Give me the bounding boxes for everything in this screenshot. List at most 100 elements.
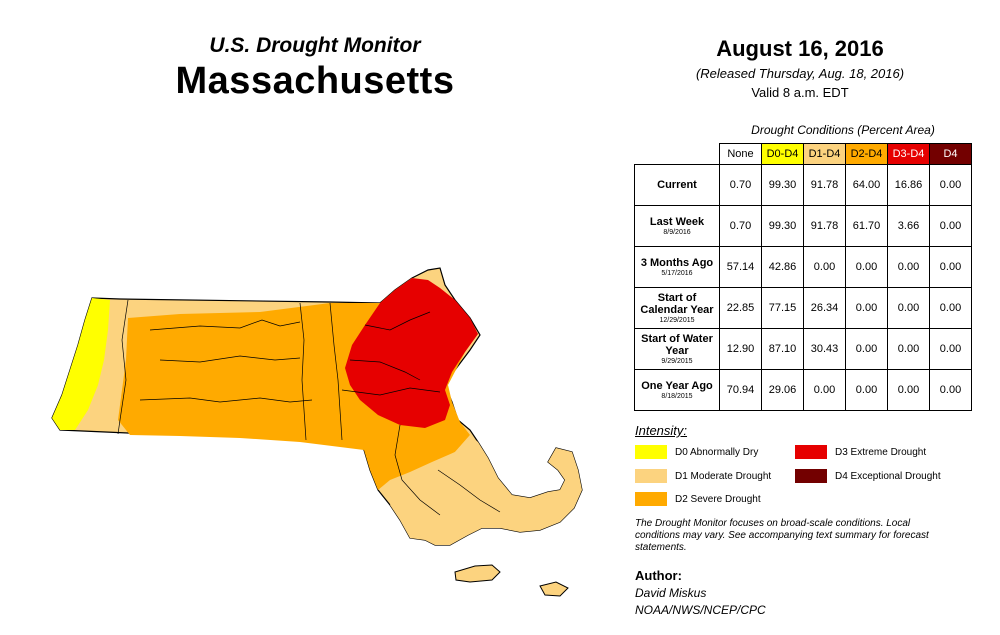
row-title: 3 Months Ago bbox=[640, 256, 714, 269]
row-title: Current bbox=[657, 179, 697, 191]
row-title: Start of Water Year bbox=[641, 332, 713, 357]
table-cell: 0.00 bbox=[803, 369, 846, 411]
col-header-d4: D4 bbox=[929, 143, 972, 165]
table-cell: 0.00 bbox=[929, 328, 972, 370]
legend-label-d2: D2 Severe Drought bbox=[675, 493, 761, 505]
author-organization: NOAA/NWS/NCEP/CPC bbox=[635, 603, 766, 617]
legend-item-d2: D2 Severe Drought bbox=[635, 492, 761, 506]
table-row: 3 Months Ago 5/17/2016 57.14 42.86 0.00 0… bbox=[634, 246, 972, 288]
table-cell: 99.30 bbox=[761, 164, 804, 206]
table-cell: 12.90 bbox=[719, 328, 762, 370]
state-title: Massachusetts bbox=[175, 60, 455, 102]
date-block: August 16, 2016 (Released Thursday, Aug.… bbox=[640, 36, 960, 100]
row-date: 8/9/2016 bbox=[663, 228, 691, 236]
row-title: Start of Calendar Year bbox=[640, 291, 714, 316]
table-row: Start of Water Year 9/29/2015 12.90 87.10… bbox=[634, 328, 972, 370]
row-label: 3 Months Ago 5/17/2016 bbox=[634, 246, 720, 288]
table-cell: 0.00 bbox=[845, 369, 888, 411]
table-cell: 0.00 bbox=[803, 246, 846, 288]
table-caption: Drought Conditions (Percent Area) bbox=[751, 123, 935, 137]
table-cell: 77.15 bbox=[761, 287, 804, 329]
table-corner bbox=[634, 143, 720, 165]
table-cell: 0.00 bbox=[887, 328, 930, 370]
row-title: Last Week bbox=[649, 215, 705, 228]
row-label: Start of Water Year 9/29/2015 bbox=[634, 328, 720, 370]
table-row: Current 0.70 99.30 91.78 64.00 16.86 0.0… bbox=[634, 164, 972, 206]
legend-swatch-d3 bbox=[795, 445, 827, 459]
table-cell: 22.85 bbox=[719, 287, 762, 329]
row-label: Last Week 8/9/2016 bbox=[634, 205, 720, 247]
d0-region bbox=[52, 298, 110, 430]
table-cell: 0.00 bbox=[929, 205, 972, 247]
table-cell: 91.78 bbox=[803, 205, 846, 247]
d3-region bbox=[345, 278, 478, 428]
table-cell: 0.00 bbox=[929, 287, 972, 329]
col-header-d2-d4: D2-D4 bbox=[845, 143, 888, 165]
author-label: Author: bbox=[635, 568, 682, 583]
table-cell: 70.94 bbox=[719, 369, 762, 411]
table-cell: 42.86 bbox=[761, 246, 804, 288]
legend-item-d4: D4 Exceptional Drought bbox=[795, 469, 941, 483]
row-date: 9/29/2015 bbox=[661, 357, 693, 365]
author-name: David Miskus bbox=[635, 586, 707, 600]
d1-cape-region bbox=[390, 435, 582, 545]
table-cell: 29.06 bbox=[761, 369, 804, 411]
table-cell: 0.00 bbox=[845, 328, 888, 370]
row-date: 8/18/2015 bbox=[661, 392, 693, 400]
map-date: August 16, 2016 bbox=[716, 36, 884, 61]
table-cell: 87.10 bbox=[761, 328, 804, 370]
table-cell: 64.00 bbox=[845, 164, 888, 206]
col-header-d1-d4: D1-D4 bbox=[803, 143, 846, 165]
col-header-none: None bbox=[719, 143, 762, 165]
marthas-vineyard bbox=[454, 564, 501, 583]
nantucket bbox=[539, 581, 569, 597]
legend-item-d3: D3 Extreme Drought bbox=[795, 445, 926, 459]
table-cell: 0.00 bbox=[887, 287, 930, 329]
drought-conditions-table: None D0-D4 D1-D4 D2-D4 D3-D4 D4 Current … bbox=[634, 143, 972, 411]
legend-swatch-d1 bbox=[635, 469, 667, 483]
legend-swatch-d0 bbox=[635, 445, 667, 459]
row-label: One Year Ago 8/18/2015 bbox=[634, 369, 720, 411]
valid-time: Valid 8 a.m. EDT bbox=[751, 85, 849, 100]
col-header-d0-d4: D0-D4 bbox=[761, 143, 804, 165]
table-cell: 0.00 bbox=[929, 246, 972, 288]
legend-swatch-d4 bbox=[795, 469, 827, 483]
table-row: Last Week 8/9/2016 0.70 99.30 91.78 61.70… bbox=[634, 205, 972, 247]
table-cell: 26.34 bbox=[803, 287, 846, 329]
row-title: One Year Ago bbox=[641, 379, 713, 392]
table-cell: 0.00 bbox=[929, 164, 972, 206]
release-date: (Released Thursday, Aug. 18, 2016) bbox=[695, 66, 905, 81]
table-cell: 0.00 bbox=[929, 369, 972, 411]
legend-item-d0: D0 Abnormally Dry bbox=[635, 445, 758, 459]
legend-swatch-d2 bbox=[635, 492, 667, 506]
table-cell: 0.70 bbox=[719, 205, 762, 247]
table-header-row: None D0-D4 D1-D4 D2-D4 D3-D4 D4 bbox=[634, 143, 972, 165]
table-cell: 0.00 bbox=[887, 246, 930, 288]
legend-title: Intensity: bbox=[635, 423, 688, 438]
table-cell: 99.30 bbox=[761, 205, 804, 247]
county-borders bbox=[117, 299, 501, 516]
row-date: 5/17/2016 bbox=[661, 269, 693, 277]
table-cell: 61.70 bbox=[845, 205, 888, 247]
table-cell: 0.00 bbox=[845, 246, 888, 288]
table-cell: 30.43 bbox=[803, 328, 846, 370]
table-cell: 16.86 bbox=[887, 164, 930, 206]
legend-label-d1: D1 Moderate Drought bbox=[675, 470, 772, 482]
table-cell: 91.78 bbox=[803, 164, 846, 206]
legend-label-d0: D0 Abnormally Dry bbox=[675, 446, 759, 458]
massachusetts-drought-map bbox=[51, 267, 583, 597]
col-header-d3-d4: D3-D4 bbox=[887, 143, 930, 165]
table-row: One Year Ago 8/18/2015 70.94 29.06 0.00 0… bbox=[634, 369, 972, 411]
map-supertitle: U.S. Drought Monitor bbox=[209, 34, 421, 57]
row-label: Start of Calendar Year 12/29/2015 bbox=[634, 287, 720, 329]
row-date: 12/29/2015 bbox=[659, 316, 695, 324]
legend-label-d4: D4 Exceptional Drought bbox=[835, 470, 941, 482]
table-cell: 0.00 bbox=[887, 369, 930, 411]
row-label: Current bbox=[634, 164, 720, 206]
table-cell: 0.70 bbox=[719, 164, 762, 206]
title-block: U.S. Drought Monitor Massachusetts bbox=[150, 34, 480, 103]
table-row: Start of Calendar Year 12/29/2015 22.85 7… bbox=[634, 287, 972, 329]
table-cell: 3.66 bbox=[887, 205, 930, 247]
legend-label-d3: D3 Extreme Drought bbox=[835, 446, 927, 458]
table-cell: 0.00 bbox=[845, 287, 888, 329]
